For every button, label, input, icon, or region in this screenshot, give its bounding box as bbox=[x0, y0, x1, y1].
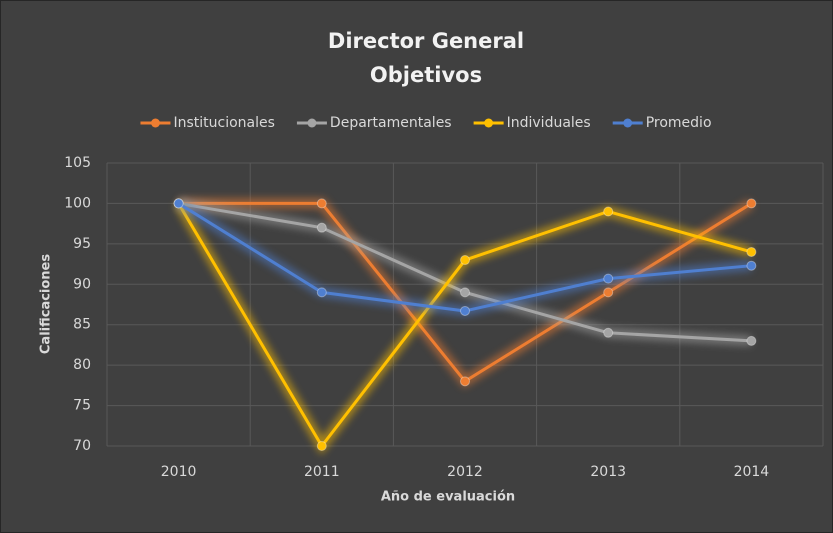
x-tick-label: 2013 bbox=[590, 464, 626, 480]
legend-marker bbox=[150, 118, 160, 128]
point bbox=[460, 305, 470, 316]
legend-marker bbox=[623, 118, 633, 128]
y-tick-label: 85 bbox=[73, 317, 91, 333]
point bbox=[460, 255, 470, 266]
legend-item: Promedio bbox=[612, 115, 712, 131]
chart-subtitle: Objetivos bbox=[370, 63, 482, 87]
point bbox=[316, 287, 327, 298]
y-axis-label: Calificaciones bbox=[39, 254, 54, 355]
point bbox=[460, 287, 470, 298]
y-tick-label: 80 bbox=[73, 357, 91, 373]
legend-item: Individuales bbox=[473, 115, 591, 131]
legend-label: Departamentales bbox=[330, 115, 452, 131]
y-tick-label: 100 bbox=[64, 195, 91, 211]
legend-marker bbox=[484, 118, 494, 128]
point bbox=[603, 273, 614, 284]
point bbox=[316, 198, 327, 209]
legend: Institucionales Departamentales Individual… bbox=[140, 115, 712, 131]
x-axis-label: Año de evaluación bbox=[381, 490, 515, 505]
x-tick-label: 2014 bbox=[734, 464, 770, 480]
point bbox=[603, 287, 614, 298]
legend-item: Institucionales bbox=[140, 115, 275, 131]
x-tick-label: 2010 bbox=[161, 464, 197, 480]
x-tick-label: 2012 bbox=[447, 464, 483, 480]
legend-item: Departamentales bbox=[296, 115, 452, 131]
point bbox=[746, 335, 757, 346]
x-tick-label: 2011 bbox=[304, 464, 340, 480]
y-tick-label: 105 bbox=[64, 155, 91, 171]
point bbox=[746, 260, 757, 271]
point bbox=[173, 198, 184, 209]
y-tick-label: 95 bbox=[73, 236, 91, 252]
chart-title: Director General bbox=[328, 29, 524, 53]
point bbox=[316, 441, 327, 451]
y-tick-label: 75 bbox=[73, 398, 91, 414]
point bbox=[460, 376, 470, 387]
legend-label: Institucionales bbox=[173, 115, 274, 131]
y-tick-label: 90 bbox=[73, 276, 91, 292]
point bbox=[746, 198, 757, 209]
point bbox=[603, 206, 614, 217]
legend-marker bbox=[307, 118, 317, 128]
y-tick-label: 70 bbox=[73, 438, 91, 454]
legend-label: Individuales bbox=[507, 115, 591, 131]
point bbox=[316, 222, 327, 233]
point bbox=[603, 327, 614, 338]
legend-label: Promedio bbox=[646, 115, 712, 131]
point bbox=[746, 246, 757, 257]
